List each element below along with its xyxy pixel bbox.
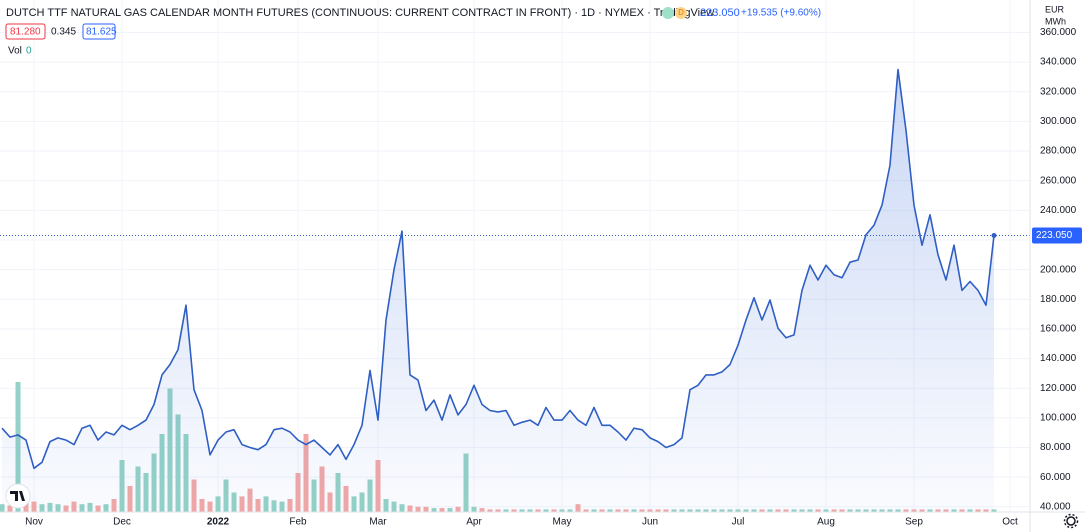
y-tick-label: 180.000	[1040, 294, 1077, 305]
settings-icon[interactable]	[1063, 513, 1079, 529]
y-tick-label: 120.000	[1040, 383, 1077, 394]
y-tick-label: 140.000	[1040, 353, 1077, 364]
y-tick-label: 260.000	[1040, 175, 1077, 186]
x-tick-label: Nov	[25, 517, 43, 528]
x-tick-label: May	[553, 517, 572, 528]
x-tick-label: Aug	[817, 517, 835, 528]
y-tick-label: 300.000	[1040, 116, 1077, 127]
readout: 81.280	[10, 27, 41, 38]
status-dot	[662, 7, 674, 19]
y-tick-label: 40.000	[1040, 501, 1071, 512]
vol-value: 0	[26, 46, 32, 57]
x-tick-label: Oct	[1002, 517, 1018, 528]
last-price: 223.050	[700, 7, 740, 19]
x-tick-label: Jun	[642, 517, 658, 528]
last-point	[991, 232, 997, 238]
readout: 0.345	[51, 27, 76, 38]
readout-box	[5, 23, 46, 40]
price-change: +19.535 (+9.60%)	[741, 8, 821, 19]
y-tick-label: 320.000	[1040, 86, 1077, 97]
price-line	[1, 68, 995, 470]
x-tick-label: Apr	[466, 517, 482, 528]
y-tick-label: 200.000	[1040, 264, 1077, 275]
vol-label: Vol	[8, 46, 22, 57]
unit: MWh	[1045, 16, 1066, 26]
badge-dot	[675, 7, 687, 19]
badge: D	[678, 8, 684, 17]
x-tick-label: Sep	[905, 517, 923, 528]
x-tick-label: Feb	[289, 517, 307, 528]
y-tick-label: 80.000	[1040, 442, 1071, 453]
y-tick-label: 60.000	[1040, 472, 1071, 483]
x-tick-label: Mar	[369, 517, 387, 528]
readout: 81.625	[86, 27, 117, 38]
y-tick-label: 100.000	[1040, 413, 1077, 424]
y-tick-label: 360.000	[1040, 27, 1077, 38]
x-tick-label: Jul	[732, 517, 745, 528]
last-price-tag	[1032, 227, 1082, 244]
area-fill	[2, 69, 994, 512]
y-tick-label: 280.000	[1040, 146, 1077, 157]
y-tick-label: 340.000	[1040, 57, 1077, 68]
last-price-tag-label: 223.050	[1036, 230, 1073, 241]
y-tick-label: 160.000	[1040, 324, 1077, 335]
logo	[5, 483, 31, 509]
x-tick-label: Dec	[113, 517, 131, 528]
y-tick-label: 240.000	[1040, 205, 1077, 216]
x-tick-label: 2022	[207, 517, 230, 528]
unit: EUR	[1045, 4, 1065, 14]
readout-box	[82, 23, 116, 40]
chart-title: DUTCH TTF NATURAL GAS CALENDAR MONTH FUT…	[6, 7, 714, 19]
